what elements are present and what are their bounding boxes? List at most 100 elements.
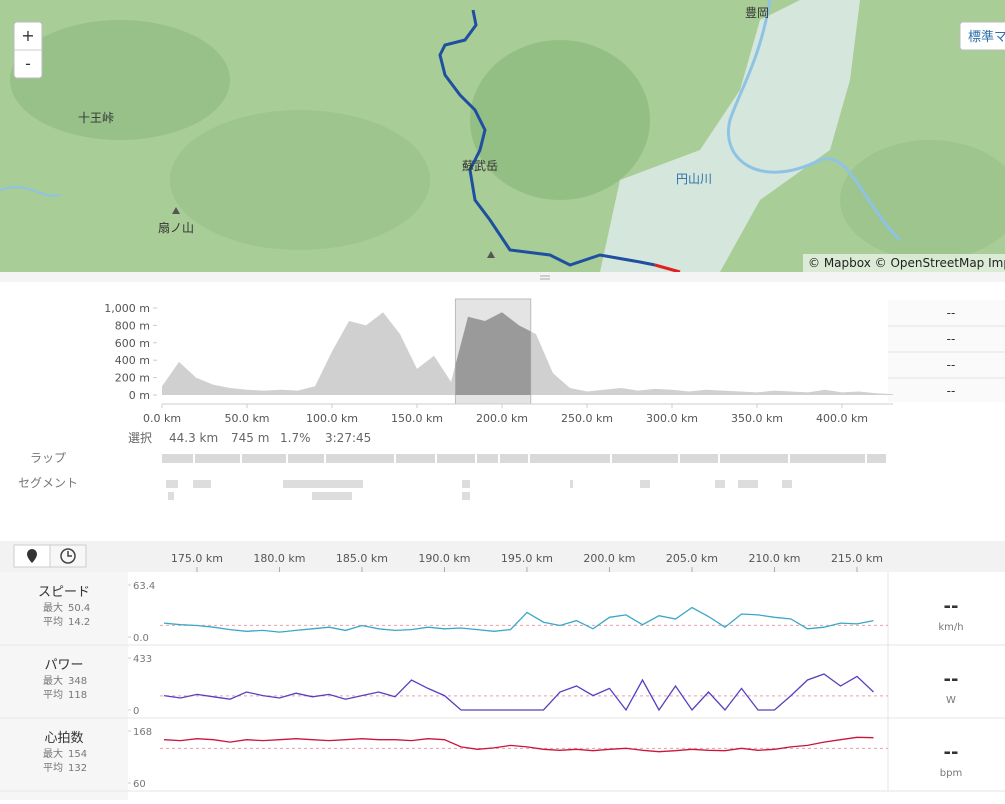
attribution-bg [803, 254, 1005, 272]
lap [195, 454, 240, 463]
avg-value: 14.2 [68, 617, 90, 628]
current-value: -- [944, 742, 959, 763]
map-label: 十王峠 [78, 110, 114, 125]
zoom-in[interactable]: + [21, 26, 34, 45]
max-value: 50.4 [68, 603, 90, 614]
elevation-area-selected [455, 312, 531, 395]
map-label: 豊岡 [745, 6, 769, 20]
y-tick-label: 1,000 m [104, 302, 150, 315]
y-tick-label: 433 [133, 654, 152, 665]
clock-hands [67, 551, 72, 557]
side-value: -- [947, 384, 956, 398]
x-tick-label: 215.0 km [831, 552, 883, 565]
segment[interactable] [715, 480, 725, 488]
max-label: 最大 [43, 601, 63, 614]
x-tick-label: 0.0 km [143, 412, 181, 425]
lap [680, 454, 718, 463]
resize-bar[interactable] [0, 272, 1005, 282]
pin-icon[interactable] [27, 549, 37, 563]
x-tick-label: 190.0 km [418, 552, 470, 565]
peak-marker [487, 251, 495, 258]
segment[interactable] [738, 480, 758, 488]
x-tick-label: 210.0 km [748, 552, 800, 565]
max-label: 最大 [43, 674, 63, 687]
lap [477, 454, 498, 463]
segment[interactable] [782, 480, 792, 488]
clock-icon[interactable] [60, 548, 76, 564]
y-tick-label: 400 m [115, 354, 150, 367]
attribution[interactable]: © Mapbox © OpenStreetMap Impr [808, 256, 1005, 270]
avg-label: 平均 [43, 762, 63, 774]
selection-distance: 44.3 km [169, 431, 218, 445]
zoom-out[interactable]: - [25, 54, 31, 73]
y-tick-label: 800 m [115, 319, 150, 332]
segment[interactable] [168, 492, 174, 500]
max-value: 154 [68, 749, 87, 760]
label-column [0, 572, 128, 800]
segment[interactable] [312, 492, 352, 500]
lap [162, 454, 193, 463]
x-tick-label: 150.0 km [391, 412, 443, 425]
lap [867, 454, 886, 463]
trace [163, 673, 874, 712]
x-tick-label: 195.0 km [501, 552, 553, 565]
avg-label: 平均 [43, 616, 63, 628]
detail-header [0, 541, 1005, 572]
y-tick-label: 0 [133, 706, 139, 717]
lap [500, 454, 528, 463]
y-tick-label: 0.0 [133, 633, 149, 644]
x-tick-label: 205.0 km [666, 552, 718, 565]
x-tick-label: 180.0 km [253, 552, 305, 565]
peak-marker [172, 207, 180, 214]
lap [396, 454, 435, 463]
y-tick-label: 200 m [115, 372, 150, 385]
lap [612, 454, 678, 463]
row-name: パワー [44, 658, 83, 673]
terrain [170, 110, 430, 250]
map-style-button[interactable] [959, 21, 1005, 51]
lap [326, 454, 394, 463]
avg-value: 132 [68, 763, 87, 774]
lap [437, 454, 475, 463]
y-tick-label: 600 m [115, 337, 150, 350]
side-value: -- [947, 306, 956, 320]
avg-label: 平均 [43, 689, 63, 701]
segments [166, 480, 792, 500]
x-tick-label: 100.0 km [306, 412, 358, 425]
laps-label: ラップ [30, 451, 66, 465]
row-name: スピード [38, 585, 90, 600]
y-tick-label: 0 m [129, 389, 150, 402]
map-label: 円山川 [676, 172, 712, 186]
x-tick-label: 50.0 km [224, 412, 269, 425]
side-panel [888, 300, 1005, 402]
segment[interactable] [570, 480, 573, 488]
y-tick-label: 63.4 [133, 581, 155, 592]
terrain [840, 140, 1005, 260]
segment[interactable] [462, 480, 470, 488]
route [438, 9, 656, 267]
unit: km/h [938, 622, 963, 633]
segments-label: セグメント [18, 476, 78, 490]
selection-time: 3:27:45 [325, 431, 371, 445]
current-value: -- [944, 669, 959, 690]
row-name: 心拍数 [44, 731, 83, 746]
segment[interactable] [462, 492, 470, 500]
lap [242, 454, 286, 463]
segment[interactable] [166, 480, 178, 488]
x-tick-label: 400.0 km [816, 412, 868, 425]
unit: W [946, 695, 956, 706]
unit: bpm [940, 768, 962, 779]
x-tick-label: 200.0 km [476, 412, 528, 425]
selection-gain: 745 m [231, 431, 269, 445]
max-label: 最大 [43, 747, 63, 760]
map-style-label[interactable]: 標準マ [968, 29, 1005, 45]
segment[interactable] [193, 480, 211, 488]
segment[interactable] [283, 480, 363, 488]
selection-grade: 1.7% [280, 431, 311, 445]
terrain [470, 40, 650, 200]
segment[interactable] [640, 480, 650, 488]
lap [530, 454, 610, 463]
lap [790, 454, 865, 463]
avg-value: 118 [68, 690, 87, 701]
